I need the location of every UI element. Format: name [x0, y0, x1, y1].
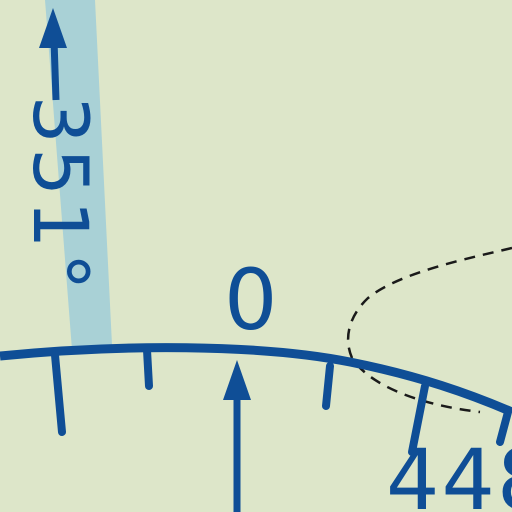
dashed-boundary-line	[346, 246, 512, 414]
radial-band	[45, 0, 112, 350]
tick-minor	[322, 362, 334, 410]
compass-north-label: 0	[224, 251, 278, 349]
tick-minor	[143, 346, 153, 390]
radial-label: 351°	[16, 95, 105, 295]
compass-rose-arc	[0, 343, 512, 417]
tick-major	[51, 351, 66, 436]
tick-major	[408, 382, 429, 456]
compass-rose-ticks	[51, 346, 512, 456]
north-arrow-icon	[223, 360, 251, 512]
radial-arrow-icon	[39, 8, 67, 101]
elevation-label: 448	[386, 431, 512, 512]
tick-minor	[496, 408, 512, 446]
